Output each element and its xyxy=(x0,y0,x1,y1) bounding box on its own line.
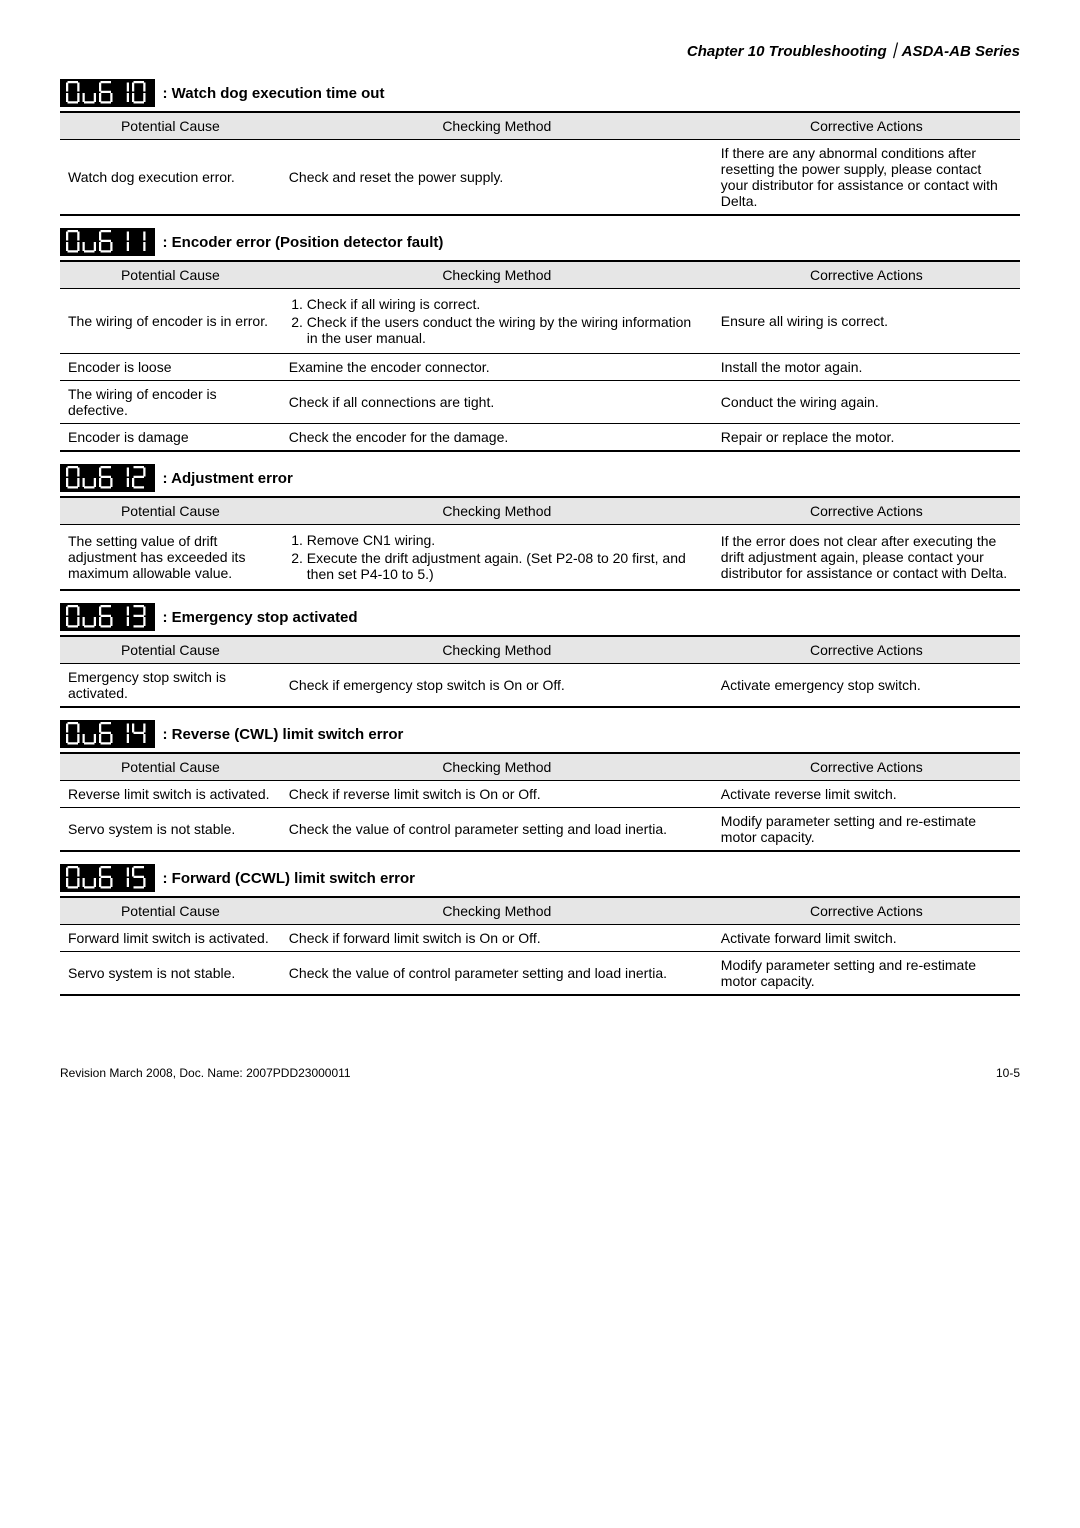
cell-cause: Reverse limit switch is activated. xyxy=(60,781,281,808)
error-code-badge xyxy=(60,79,155,107)
section-title: : Adjustment error xyxy=(163,470,293,487)
list-item: Check if all wiring is correct. xyxy=(307,296,705,312)
cell-method: Check the value of control parameter set… xyxy=(281,808,713,852)
col-header-method: Checking Method xyxy=(281,753,713,781)
cell-cause: Forward limit switch is activated. xyxy=(60,925,281,952)
col-header-method: Checking Method xyxy=(281,112,713,140)
cell-action: Activate reverse limit switch. xyxy=(713,781,1020,808)
error-code-badge xyxy=(60,720,155,748)
cell-action: Repair or replace the motor. xyxy=(713,424,1020,452)
cell-action: Activate forward limit switch. xyxy=(713,925,1020,952)
col-header-action: Corrective Actions xyxy=(713,112,1020,140)
cell-action: Ensure all wiring is correct. xyxy=(713,289,1020,354)
section-heading: : Emergency stop activated xyxy=(60,603,1020,631)
cell-cause: Servo system is not stable. xyxy=(60,952,281,996)
troubleshoot-table: Potential CauseChecking MethodCorrective… xyxy=(60,260,1020,452)
section-heading: : Encoder error (Position detector fault… xyxy=(60,228,1020,256)
table-row: The wiring of encoder is defective.Check… xyxy=(60,381,1020,424)
troubleshoot-table: Potential CauseChecking MethodCorrective… xyxy=(60,496,1020,591)
error-code-badge xyxy=(60,228,155,256)
table-row: Reverse limit switch is activated.Check … xyxy=(60,781,1020,808)
col-header-action: Corrective Actions xyxy=(713,261,1020,289)
section-title: : Reverse (CWL) limit switch error xyxy=(163,726,404,743)
table-row: Encoder is damageCheck the encoder for t… xyxy=(60,424,1020,452)
cell-cause: Emergency stop switch is activated. xyxy=(60,664,281,708)
table-row: Servo system is not stable.Check the val… xyxy=(60,808,1020,852)
list-item: Execute the drift adjustment again. (Set… xyxy=(307,550,705,582)
page-footer: Revision March 2008, Doc. Name: 2007PDD2… xyxy=(60,1066,1020,1080)
cell-cause: Encoder is damage xyxy=(60,424,281,452)
col-header-cause: Potential Cause xyxy=(60,112,281,140)
cell-method: Check if emergency stop switch is On or … xyxy=(281,664,713,708)
cell-method: Check if forward limit switch is On or O… xyxy=(281,925,713,952)
cell-method: Check if reverse limit switch is On or O… xyxy=(281,781,713,808)
footer-revision: Revision March 2008, Doc. Name: 2007PDD2… xyxy=(60,1066,351,1080)
section-heading: : Reverse (CWL) limit switch error xyxy=(60,720,1020,748)
col-header-action: Corrective Actions xyxy=(713,753,1020,781)
page-header: Chapter 10 Troubleshooting｜ASDA-AB Serie… xyxy=(60,40,1020,61)
table-row: The wiring of encoder is in error.Check … xyxy=(60,289,1020,354)
table-row: The setting value of drift adjustment ha… xyxy=(60,525,1020,591)
cell-action: Modify parameter setting and re-estimate… xyxy=(713,808,1020,852)
cell-method: Check the value of control parameter set… xyxy=(281,952,713,996)
col-header-action: Corrective Actions xyxy=(713,636,1020,664)
table-row: Servo system is not stable.Check the val… xyxy=(60,952,1020,996)
footer-page-number: 10-5 xyxy=(996,1066,1020,1080)
section-title: : Encoder error (Position detector fault… xyxy=(163,234,444,251)
col-header-action: Corrective Actions xyxy=(713,497,1020,525)
cell-cause: The wiring of encoder is defective. xyxy=(60,381,281,424)
col-header-method: Checking Method xyxy=(281,261,713,289)
col-header-method: Checking Method xyxy=(281,897,713,925)
table-row: Emergency stop switch is activated.Check… xyxy=(60,664,1020,708)
cell-method: Check if all connections are tight. xyxy=(281,381,713,424)
section-heading: : Adjustment error xyxy=(60,464,1020,492)
error-code-badge xyxy=(60,464,155,492)
error-code-badge xyxy=(60,864,155,892)
cell-cause: Servo system is not stable. xyxy=(60,808,281,852)
cell-cause: The setting value of drift adjustment ha… xyxy=(60,525,281,591)
cell-action: Modify parameter setting and re-estimate… xyxy=(713,952,1020,996)
col-header-cause: Potential Cause xyxy=(60,897,281,925)
cell-method: Check the encoder for the damage. xyxy=(281,424,713,452)
col-header-cause: Potential Cause xyxy=(60,753,281,781)
col-header-cause: Potential Cause xyxy=(60,261,281,289)
cell-action: If there are any abnormal conditions aft… xyxy=(713,140,1020,216)
col-header-cause: Potential Cause xyxy=(60,636,281,664)
table-row: Watch dog execution error.Check and rese… xyxy=(60,140,1020,216)
table-row: Encoder is looseExamine the encoder conn… xyxy=(60,354,1020,381)
cell-action: Install the motor again. xyxy=(713,354,1020,381)
section-title: : Emergency stop activated xyxy=(163,609,358,626)
col-header-method: Checking Method xyxy=(281,497,713,525)
troubleshoot-table: Potential CauseChecking MethodCorrective… xyxy=(60,896,1020,996)
section-title: : Forward (CCWL) limit switch error xyxy=(163,870,416,887)
list-item: Check if the users conduct the wiring by… xyxy=(307,314,705,346)
col-header-cause: Potential Cause xyxy=(60,497,281,525)
cell-method: Check and reset the power supply. xyxy=(281,140,713,216)
cell-cause: Watch dog execution error. xyxy=(60,140,281,216)
list-item: Remove CN1 wiring. xyxy=(307,532,705,548)
cell-cause: Encoder is loose xyxy=(60,354,281,381)
col-header-action: Corrective Actions xyxy=(713,897,1020,925)
troubleshoot-table: Potential CauseChecking MethodCorrective… xyxy=(60,635,1020,708)
cell-action: If the error does not clear after execut… xyxy=(713,525,1020,591)
section-title: : Watch dog execution time out xyxy=(163,85,385,102)
cell-action: Activate emergency stop switch. xyxy=(713,664,1020,708)
section-heading: : Forward (CCWL) limit switch error xyxy=(60,864,1020,892)
section-heading: : Watch dog execution time out xyxy=(60,79,1020,107)
cell-action: Conduct the wiring again. xyxy=(713,381,1020,424)
error-code-badge xyxy=(60,603,155,631)
cell-method: Examine the encoder connector. xyxy=(281,354,713,381)
cell-method: Check if all wiring is correct. Check if … xyxy=(281,289,713,354)
troubleshoot-table: Potential CauseChecking MethodCorrective… xyxy=(60,111,1020,216)
cell-cause: The wiring of encoder is in error. xyxy=(60,289,281,354)
troubleshoot-table: Potential CauseChecking MethodCorrective… xyxy=(60,752,1020,852)
table-row: Forward limit switch is activated.Check … xyxy=(60,925,1020,952)
cell-method: Remove CN1 wiring. Execute the drift adju… xyxy=(281,525,713,591)
col-header-method: Checking Method xyxy=(281,636,713,664)
